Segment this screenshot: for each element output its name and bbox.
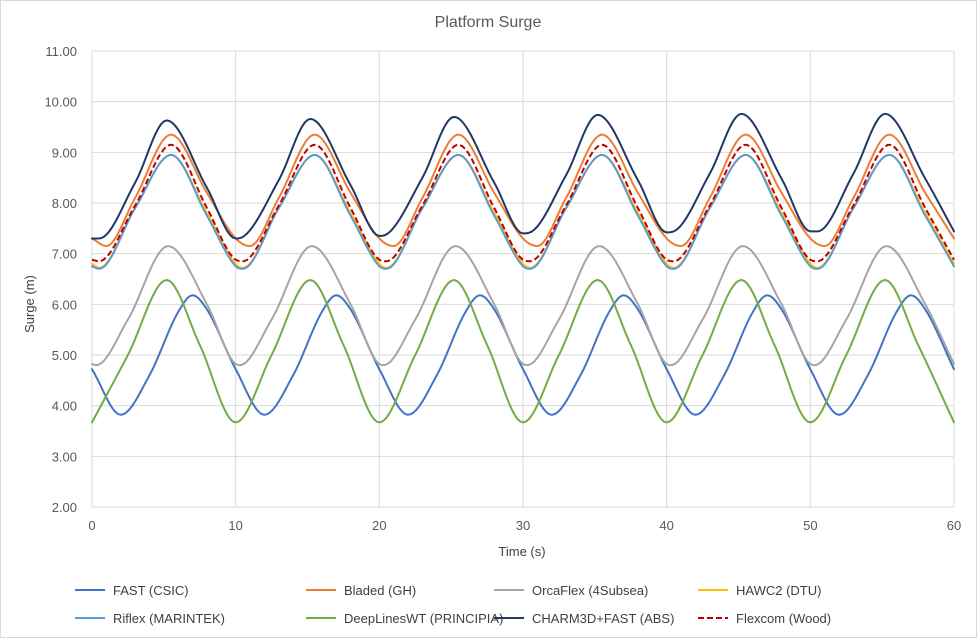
- x-tick-label: 30: [516, 518, 530, 533]
- legend-label: Riflex (MARINTEK): [113, 611, 225, 626]
- legend-item-fast-csic: FAST (CSIC): [75, 583, 189, 598]
- legend-label: Flexcom (Wood): [736, 611, 831, 626]
- legend-item-hawc2-dtu: HAWC2 (DTU): [698, 583, 821, 598]
- y-tick-label: 2.00: [52, 500, 77, 515]
- y-tick-label: 3.00: [52, 449, 77, 464]
- legend-label: FAST (CSIC): [113, 583, 189, 598]
- y-tick-label: 8.00: [52, 196, 77, 211]
- series-line-charm3d-fast-abs: [91, 112, 955, 240]
- y-tick-label: 9.00: [52, 145, 77, 160]
- series-layer: [91, 112, 955, 424]
- series-line-fast-csic: [91, 294, 955, 416]
- series-line-hawc2-dtu: [91, 154, 955, 269]
- y-axis-title: Surge (m): [22, 275, 37, 333]
- x-tick-label: 0: [88, 518, 95, 533]
- y-tick-label: 7.00: [52, 247, 77, 262]
- y-tick-label: 6.00: [52, 297, 77, 312]
- x-tick-label: 40: [659, 518, 673, 533]
- legend-item-bladed-gh: Bladed (GH): [306, 583, 416, 598]
- tick-labels: 2.00 3.00 4.00 5.00 6.00 7.00 8.00 9.00 10.00 11.…: [44, 44, 961, 533]
- legend-label: CHARM3D+FAST (ABS): [532, 611, 674, 626]
- grid-lines: [91, 50, 955, 508]
- legend: FAST (CSIC) Bladed (GH) OrcaFlex (4Subsea)…: [75, 583, 831, 626]
- y-tick-label: 5.00: [52, 348, 77, 363]
- series-line-flexcom-wood: [91, 143, 955, 263]
- legend-label: Bladed (GH): [344, 583, 416, 598]
- series-line-riflex-marintek: [91, 154, 955, 270]
- chart-title: Platform Surge: [435, 14, 542, 31]
- legend-label: HAWC2 (DTU): [736, 583, 821, 598]
- legend-label: DeepLinesWT (PRINCIPIA): [344, 611, 503, 626]
- legend-item-orcaflex-4subsea: OrcaFlex (4Subsea): [494, 583, 648, 598]
- legend-item-riflex-marintek: Riflex (MARINTEK): [75, 611, 225, 626]
- series-line-orcaflex-4subsea: [91, 245, 955, 367]
- y-tick-label: 11.00: [45, 44, 77, 59]
- legend-label: OrcaFlex (4Subsea): [532, 583, 648, 598]
- legend-item-deeplineswt-principia: DeepLinesWT (PRINCIPIA): [306, 611, 503, 626]
- series-line-deeplineswt-principia: [91, 279, 955, 424]
- x-tick-label: 20: [372, 518, 386, 533]
- x-tick-label: 10: [228, 518, 242, 533]
- x-tick-label: 60: [947, 518, 961, 533]
- legend-item-flexcom-wood: Flexcom (Wood): [698, 611, 831, 626]
- y-tick-label: 10.00: [44, 95, 77, 110]
- x-tick-label: 50: [803, 518, 817, 533]
- x-axis-title: Time (s): [498, 544, 545, 559]
- legend-item-charm3d-fast-abs: CHARM3D+FAST (ABS): [494, 611, 674, 626]
- y-tick-label: 4.00: [52, 399, 77, 414]
